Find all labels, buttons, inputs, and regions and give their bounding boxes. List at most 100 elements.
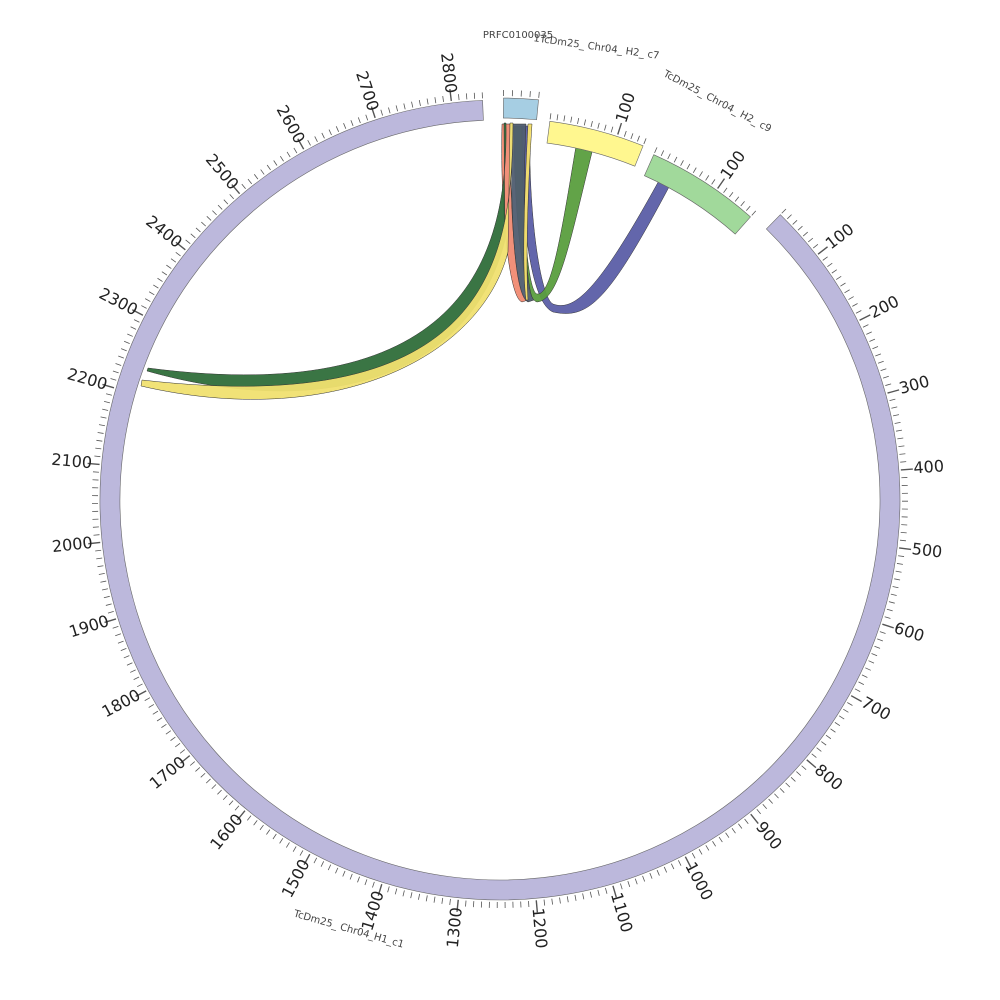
minor-tick bbox=[95, 447, 102, 450]
minor-tick bbox=[816, 747, 822, 752]
minor-tick bbox=[831, 269, 838, 274]
minor-tick bbox=[299, 850, 304, 856]
minor-tick bbox=[418, 893, 421, 900]
minor-tick bbox=[95, 549, 102, 552]
minor-tick bbox=[247, 178, 253, 185]
minor-tick bbox=[148, 291, 155, 296]
minor-tick bbox=[120, 348, 127, 352]
major-tick bbox=[612, 885, 617, 898]
minor-tick bbox=[107, 611, 114, 614]
minor-tick bbox=[350, 120, 354, 126]
minor-tick bbox=[441, 897, 444, 904]
major-tick bbox=[297, 138, 305, 150]
minor-tick bbox=[756, 809, 761, 815]
tick-label: 1700 bbox=[146, 752, 190, 793]
segment-h2c9 bbox=[643, 154, 751, 235]
minor-tick bbox=[105, 603, 112, 606]
minor-tick bbox=[201, 221, 207, 227]
minor-tick bbox=[740, 201, 745, 207]
minor-tick bbox=[103, 401, 111, 404]
minor-tick bbox=[418, 99, 421, 107]
tick-label: 700 bbox=[858, 693, 894, 724]
minor-tick bbox=[94, 455, 101, 458]
minor-tick bbox=[403, 103, 406, 110]
minor-tick bbox=[200, 772, 206, 778]
minor-tick bbox=[206, 215, 212, 221]
minor-tick bbox=[729, 191, 734, 198]
minor-tick bbox=[388, 107, 391, 114]
minor-tick bbox=[827, 262, 833, 268]
labels-layer: 1002003004005006007008009001000110012001… bbox=[51, 30, 945, 951]
minor-tick bbox=[880, 368, 887, 372]
minor-tick bbox=[170, 736, 176, 741]
minor-tick bbox=[433, 896, 436, 903]
minor-tick bbox=[343, 123, 347, 129]
minor-tick bbox=[838, 715, 845, 720]
minor-tick bbox=[279, 838, 284, 844]
minor-tick bbox=[110, 378, 117, 381]
minor-tick bbox=[897, 437, 904, 440]
minor-tick bbox=[811, 753, 817, 758]
minor-tick bbox=[179, 749, 186, 754]
minor-tick bbox=[357, 117, 361, 124]
tick-label: 2300 bbox=[96, 284, 141, 320]
minor-tick bbox=[871, 653, 878, 657]
tick-label: 1500 bbox=[278, 856, 314, 901]
minor-tick bbox=[97, 565, 104, 568]
minor-tick bbox=[97, 432, 104, 434]
minor-tick bbox=[411, 101, 414, 108]
minor-tick bbox=[865, 667, 871, 671]
minor-tick bbox=[872, 346, 879, 350]
minor-tick bbox=[260, 169, 265, 175]
minor-tick bbox=[365, 114, 369, 121]
minor-tick bbox=[117, 640, 124, 644]
tick-label: 1800 bbox=[99, 685, 144, 721]
minor-tick bbox=[734, 196, 740, 202]
major-tick bbox=[806, 759, 817, 769]
major-tick bbox=[377, 884, 383, 896]
minor-tick bbox=[115, 363, 122, 366]
segment-label-h2c9: TcDm25_ Chr04_ H2_ c9 bbox=[661, 68, 773, 135]
minor-tick bbox=[654, 147, 658, 154]
minor-tick bbox=[589, 891, 592, 898]
major-tick bbox=[175, 241, 186, 251]
minor-tick bbox=[115, 633, 122, 637]
segment-label-prfc: PRFC0100035 bbox=[483, 30, 553, 41]
minor-tick bbox=[774, 793, 779, 799]
minor-tick bbox=[101, 588, 108, 591]
minor-tick bbox=[768, 798, 773, 804]
major-tick bbox=[180, 755, 191, 764]
minor-tick bbox=[847, 702, 853, 706]
minor-tick bbox=[102, 408, 109, 411]
minor-tick bbox=[899, 453, 906, 455]
links-layer bbox=[140, 122, 680, 400]
minor-tick bbox=[212, 210, 217, 216]
minor-tick bbox=[98, 424, 105, 427]
minor-tick bbox=[321, 132, 325, 139]
tick-label: 2500 bbox=[202, 150, 243, 193]
minor-tick bbox=[705, 845, 710, 851]
minor-tick bbox=[705, 175, 710, 181]
minor-tick bbox=[127, 333, 133, 337]
minor-tick bbox=[699, 171, 703, 177]
minor-tick bbox=[889, 398, 896, 402]
tick-label: 500 bbox=[911, 539, 944, 562]
minor-tick bbox=[898, 555, 905, 557]
minor-tick bbox=[844, 289, 850, 294]
minor-tick bbox=[410, 892, 413, 899]
minor-tick bbox=[663, 866, 668, 873]
segment-h2c7 bbox=[546, 120, 644, 167]
minor-tick bbox=[890, 593, 897, 596]
minor-tick bbox=[723, 187, 728, 193]
minor-tick bbox=[893, 414, 900, 417]
tick-label: 1300 bbox=[443, 906, 466, 948]
minor-tick bbox=[185, 239, 191, 245]
minor-tick bbox=[253, 820, 258, 826]
minor-tick bbox=[711, 179, 716, 185]
minor-tick bbox=[884, 616, 891, 619]
minor-tick bbox=[888, 601, 895, 604]
minor-tick bbox=[574, 894, 577, 901]
major-tick bbox=[87, 462, 100, 466]
tick-label: 1200 bbox=[528, 907, 551, 949]
